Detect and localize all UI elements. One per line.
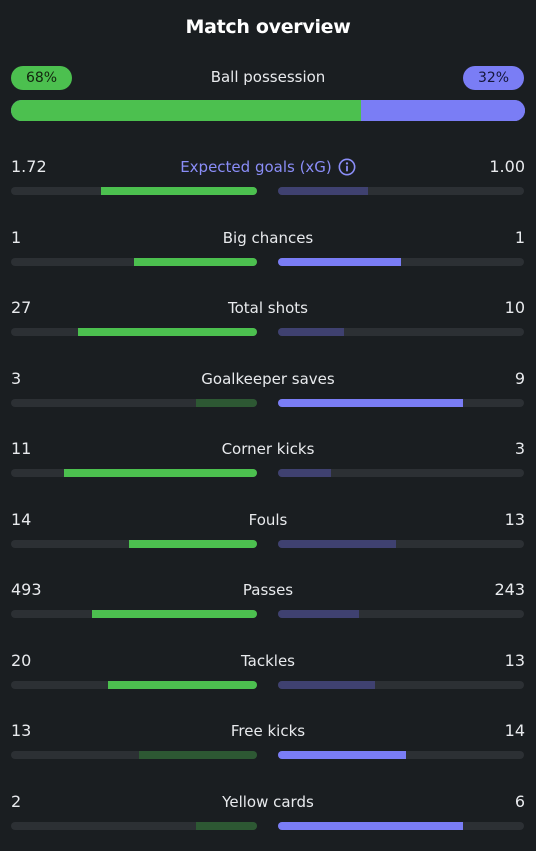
stat-away-track [278, 751, 524, 759]
stat-home-value: 493 [11, 580, 42, 599]
stat-home-fill [195, 822, 257, 830]
stat-label: Yellow cards [222, 793, 314, 811]
stat-away-value: 9 [514, 369, 525, 388]
stat-away-fill [278, 610, 360, 618]
stat-home-track [11, 469, 257, 477]
possession-bar-away [360, 100, 525, 121]
stat-away-value: 3 [514, 439, 525, 458]
stat-home-value: 3 [11, 369, 22, 388]
possession-label: Ball possession [210, 68, 326, 86]
stat-label: Goalkeeper saves [201, 370, 335, 388]
stat-home-track [11, 751, 257, 759]
stat-away-value: 243 [494, 580, 525, 599]
stat-away-fill [278, 258, 401, 266]
stat-home-fill [138, 751, 257, 759]
stat-home-track [11, 610, 257, 618]
stat-home-track [11, 822, 257, 830]
stat-away-fill [278, 399, 463, 407]
stat-away-track [278, 469, 524, 477]
stat-away-value: 6 [514, 792, 525, 811]
stat-away-track [278, 822, 524, 830]
stat-home-fill [134, 258, 257, 266]
stat-label: Fouls [248, 511, 288, 529]
stat-home-track [11, 258, 257, 266]
stat-away-track [278, 540, 524, 548]
away-possession-badge: 32% [463, 66, 524, 90]
stat-home-fill [195, 399, 257, 407]
stat-away-track [278, 258, 524, 266]
stat-home-value: 20 [11, 651, 32, 670]
stat-away-value: 1.00 [489, 157, 525, 176]
stat-label: Total shots [228, 299, 308, 317]
stat-away-value: 14 [504, 721, 525, 740]
possession-bar-home [11, 100, 361, 121]
stat-label-text: Expected goals (xG) [180, 158, 332, 176]
stat-label: Free kicks [230, 722, 306, 740]
stat-home-value: 27 [11, 298, 32, 317]
stat-home-track [11, 540, 257, 548]
stat-home-fill [129, 540, 257, 548]
stat-away-fill [278, 540, 397, 548]
stat-away-fill [278, 469, 331, 477]
stat-away-value: 13 [504, 651, 525, 670]
stat-home-track [11, 399, 257, 407]
stat-home-value: 2 [11, 792, 22, 811]
stat-away-fill [278, 751, 406, 759]
stat-away-track [278, 399, 524, 407]
stat-away-value: 13 [504, 510, 525, 529]
page-title: Match overview [185, 16, 351, 38]
stat-row-xg: 1.72 Expected goals (xG) 1.00 [0, 157, 536, 205]
stat-row-corner-kicks: 11 Corner kicks 3 [0, 439, 536, 487]
stat-home-track [11, 681, 257, 689]
stat-away-fill [278, 822, 463, 830]
stat-row-total-shots: 27 Total shots 10 [0, 298, 536, 346]
stat-away-value: 10 [504, 298, 525, 317]
stat-row-free-kicks: 13 Free kicks 14 [0, 721, 536, 769]
stat-row-tackles: 20 Tackles 13 [0, 651, 536, 699]
stat-home-track [11, 328, 257, 336]
stat-away-fill [278, 187, 369, 195]
stat-label: Big chances [222, 229, 314, 247]
stat-row-yellow-cards: 2 Yellow cards 6 [0, 792, 536, 840]
stat-away-track [278, 610, 524, 618]
stat-away-fill [278, 681, 375, 689]
stat-home-fill [101, 187, 257, 195]
stat-home-value: 11 [11, 439, 32, 458]
stat-away-track [278, 328, 524, 336]
stat-away-value: 1 [514, 228, 525, 247]
stat-row-goalkeeper-saves: 3 Goalkeeper saves 9 [0, 369, 536, 417]
stat-away-fill [278, 328, 345, 336]
possession-bar [11, 100, 525, 121]
stat-label: Tackles [240, 652, 296, 670]
stat-home-value: 1 [11, 228, 22, 247]
stat-label[interactable]: Expected goals (xG) [0, 158, 536, 176]
stat-row-passes: 493 Passes 243 [0, 580, 536, 628]
stat-row-big-chances: 1 Big chances 1 [0, 228, 536, 276]
stat-home-value: 14 [11, 510, 32, 529]
stat-away-track [278, 681, 524, 689]
stat-label: Corner kicks [221, 440, 315, 458]
stat-home-fill [63, 469, 257, 477]
info-icon[interactable] [338, 158, 356, 176]
stat-home-value: 1.72 [11, 157, 47, 176]
stat-home-fill [92, 610, 257, 618]
stat-label: Passes [242, 581, 294, 599]
home-possession-badge: 68% [11, 66, 72, 90]
stat-home-value: 13 [11, 721, 32, 740]
stat-home-fill [107, 681, 257, 689]
stat-home-fill [77, 328, 257, 336]
stat-away-track [278, 187, 524, 195]
stat-row-fouls: 14 Fouls 13 [0, 510, 536, 558]
stat-home-track [11, 187, 257, 195]
